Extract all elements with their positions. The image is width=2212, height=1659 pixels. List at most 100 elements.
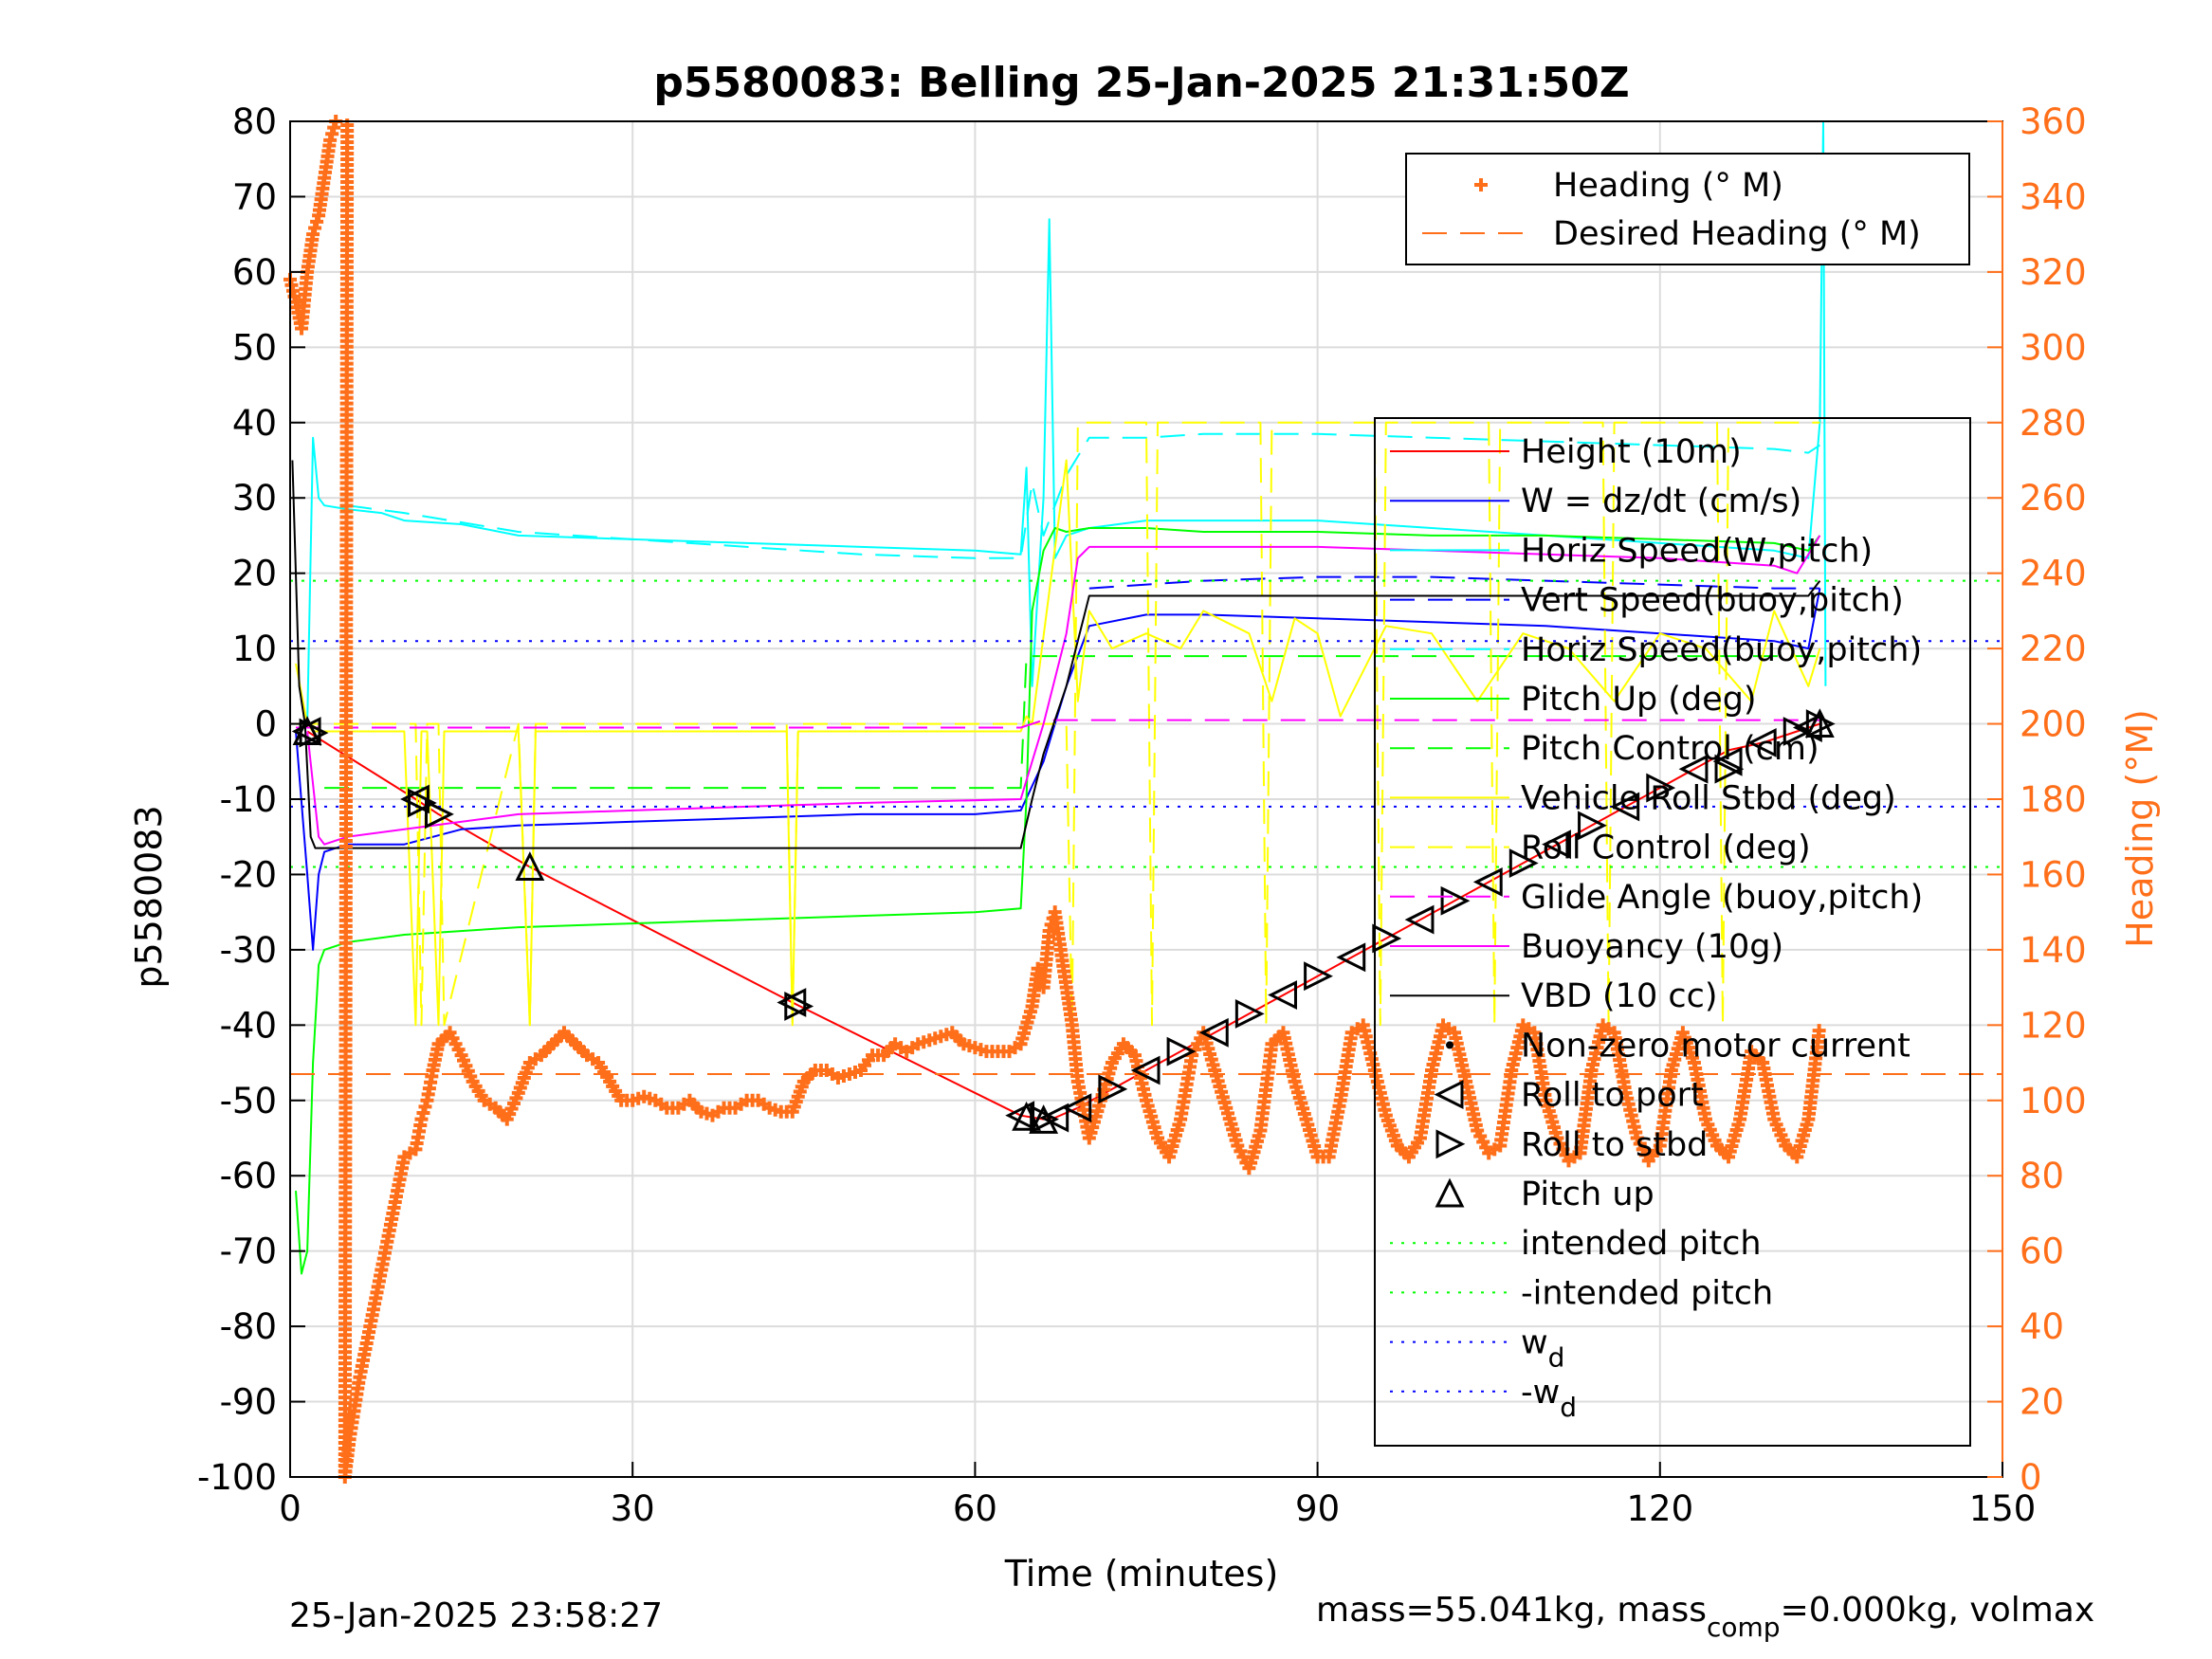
- roll-to-stbd-marker: [1578, 811, 1607, 841]
- legend-label: Roll Control (deg): [1521, 830, 1811, 867]
- right-tick-label: 120: [2020, 1005, 2087, 1046]
- legend-label: Roll to port: [1521, 1077, 1704, 1115]
- right-tick-label: 0: [2020, 1457, 2042, 1498]
- roll-to-stbd-marker: [1805, 709, 1836, 738]
- series-line: [295, 588, 1821, 951]
- roll-to-stbd-marker: [1372, 923, 1402, 954]
- footer-mass-a: mass=55.041kg, mass: [1316, 1591, 1707, 1630]
- y-tick-label: -10: [220, 779, 277, 820]
- roll-to-stbd-marker: [1304, 961, 1333, 992]
- heading-point: [1474, 178, 1488, 191]
- roll-to-port-marker: [1712, 746, 1743, 776]
- right-tick-label: 40: [2020, 1306, 2064, 1347]
- y-tick-label: -30: [220, 930, 277, 971]
- legend-label: Pitch Up (deg): [1521, 681, 1757, 719]
- legend-label: intended pitch: [1521, 1225, 1762, 1263]
- plot-area: [283, 115, 2002, 1484]
- right-tick-label: 220: [2020, 629, 2087, 669]
- main-legend: Height (10m) W = dz/dt (cm/s) Horiz Speed(…: [1374, 417, 1971, 1447]
- legend-label: Pitch Control (cm): [1521, 730, 1819, 768]
- roll-to-stbd-marker: [1166, 1036, 1197, 1066]
- legend-subscript: d: [1560, 1392, 1577, 1423]
- x-axis-label: Time (minutes): [1004, 1553, 1279, 1595]
- legend-heading-label: Heading (° M): [1553, 167, 1783, 205]
- y-tick-label: 0: [254, 704, 277, 745]
- y-tick-label: 40: [232, 403, 277, 444]
- right-tick-label: 260: [2020, 478, 2087, 519]
- roll-to-stbd-marker: [1030, 1104, 1059, 1135]
- legend-heading-label: Desired Heading (° M): [1553, 215, 1921, 253]
- roll-to-port-marker: [1678, 754, 1709, 784]
- series-line: [306, 535, 1821, 846]
- right-tick-label: 340: [2020, 176, 2087, 217]
- right-tick-label: 360: [2020, 101, 2087, 142]
- roll-to-port-marker: [1039, 1103, 1069, 1133]
- legend-roll-stbd-symbol: [1435, 1129, 1466, 1159]
- x-tick-label: 120: [1626, 1488, 1693, 1529]
- series-line: [296, 421, 1820, 1027]
- y-tick-label: 30: [232, 478, 277, 519]
- roll-to-stbd-marker: [407, 788, 437, 818]
- footer-mass: mass=55.041kg, masscomp=0.000kg, volmax: [1316, 1591, 2094, 1643]
- legend-label: Glide Angle (buoy,pitch): [1521, 879, 1923, 917]
- y-tick-label: 70: [232, 176, 277, 217]
- x-tick-label: 0: [279, 1488, 302, 1529]
- pitch-up-marker: [1012, 1101, 1042, 1131]
- y-tick-label: 50: [232, 327, 277, 368]
- y-tick-label: -70: [220, 1231, 277, 1272]
- series-line: [347, 432, 1820, 559]
- series-line: [296, 719, 1820, 729]
- legend-label: Vehicle Roll Stbd (deg): [1521, 779, 1896, 817]
- roll-to-port-marker: [1610, 792, 1640, 822]
- right-tick-label: 280: [2020, 403, 2087, 444]
- y-tick-label: -60: [220, 1156, 277, 1196]
- roll-to-stbd-marker: [1234, 998, 1265, 1029]
- x-tick-label: 60: [953, 1488, 997, 1529]
- pitch-up-marker: [515, 851, 545, 881]
- legend-pitch-up-symbol: [1435, 1177, 1465, 1208]
- legend-label: Vert Speed(buoy,pitch): [1521, 582, 1904, 620]
- right-tick-label: 160: [2020, 854, 2087, 895]
- roll-to-stbd-marker: [425, 799, 454, 830]
- legend-label: Horiz Speed(W,pitch): [1521, 532, 1873, 570]
- roll-to-port-marker: [1062, 1093, 1092, 1123]
- legend-heading-symbol: [1474, 178, 1488, 191]
- roll-to-stbd-marker: [1714, 754, 1745, 784]
- y-tick-label: 10: [232, 629, 277, 669]
- heading-series: [283, 115, 1826, 1484]
- pitch-up-marker: [1804, 708, 1835, 738]
- right-tick-label: 320: [2020, 252, 2087, 293]
- main-legend-box: [1374, 417, 1971, 1447]
- roll-to-stbd-marker: [1098, 1074, 1128, 1104]
- right-tick-label: 100: [2020, 1081, 2087, 1121]
- right-tick-label: 140: [2020, 930, 2087, 971]
- y-tick-label: 60: [232, 252, 277, 293]
- heading-legend-box: [1405, 153, 1970, 265]
- legend-subscript: d: [1548, 1342, 1565, 1374]
- legend-label: Buoyancy (10g): [1521, 928, 1783, 966]
- heading-legend: Heading (° M) Desired Heading (° M): [1405, 153, 1970, 265]
- pitch-up-marker: [292, 716, 322, 745]
- roll-to-port-marker: [1130, 1055, 1161, 1085]
- roll-to-port-marker: [1472, 866, 1503, 897]
- legend-label: Height (10m): [1521, 433, 1742, 471]
- legend-roll-port-symbol: [1434, 1080, 1464, 1110]
- marker-group: [291, 708, 1836, 1135]
- series-line: [306, 120, 1827, 724]
- y-tick-label: -80: [220, 1306, 277, 1347]
- y-tick-label: -90: [220, 1382, 277, 1423]
- legend-dot-symbol: [1446, 1041, 1453, 1049]
- footer-timestamp: 25-Jan-2025 23:58:27: [289, 1596, 663, 1635]
- y-tick-label: -40: [220, 1005, 277, 1046]
- series-line: [291, 460, 1821, 849]
- roll-to-port-marker: [1542, 830, 1571, 860]
- roll-to-port-marker: [1336, 942, 1366, 973]
- footer-mass-b: =0.000kg, volmax: [1781, 1591, 2095, 1630]
- right-tick-label: 180: [2020, 779, 2087, 820]
- right-tick-label: 60: [2020, 1231, 2064, 1272]
- chart-title: p5580083: Belling 25-Jan-2025 21:31:50Z: [653, 59, 1629, 107]
- right-tick-label: 300: [2020, 327, 2087, 368]
- axes: 0 30 60 90 120 15080706050403020100-10-20-30-…: [197, 101, 2087, 1529]
- legend-label: Horiz Speed(buoy,pitch): [1521, 631, 1922, 669]
